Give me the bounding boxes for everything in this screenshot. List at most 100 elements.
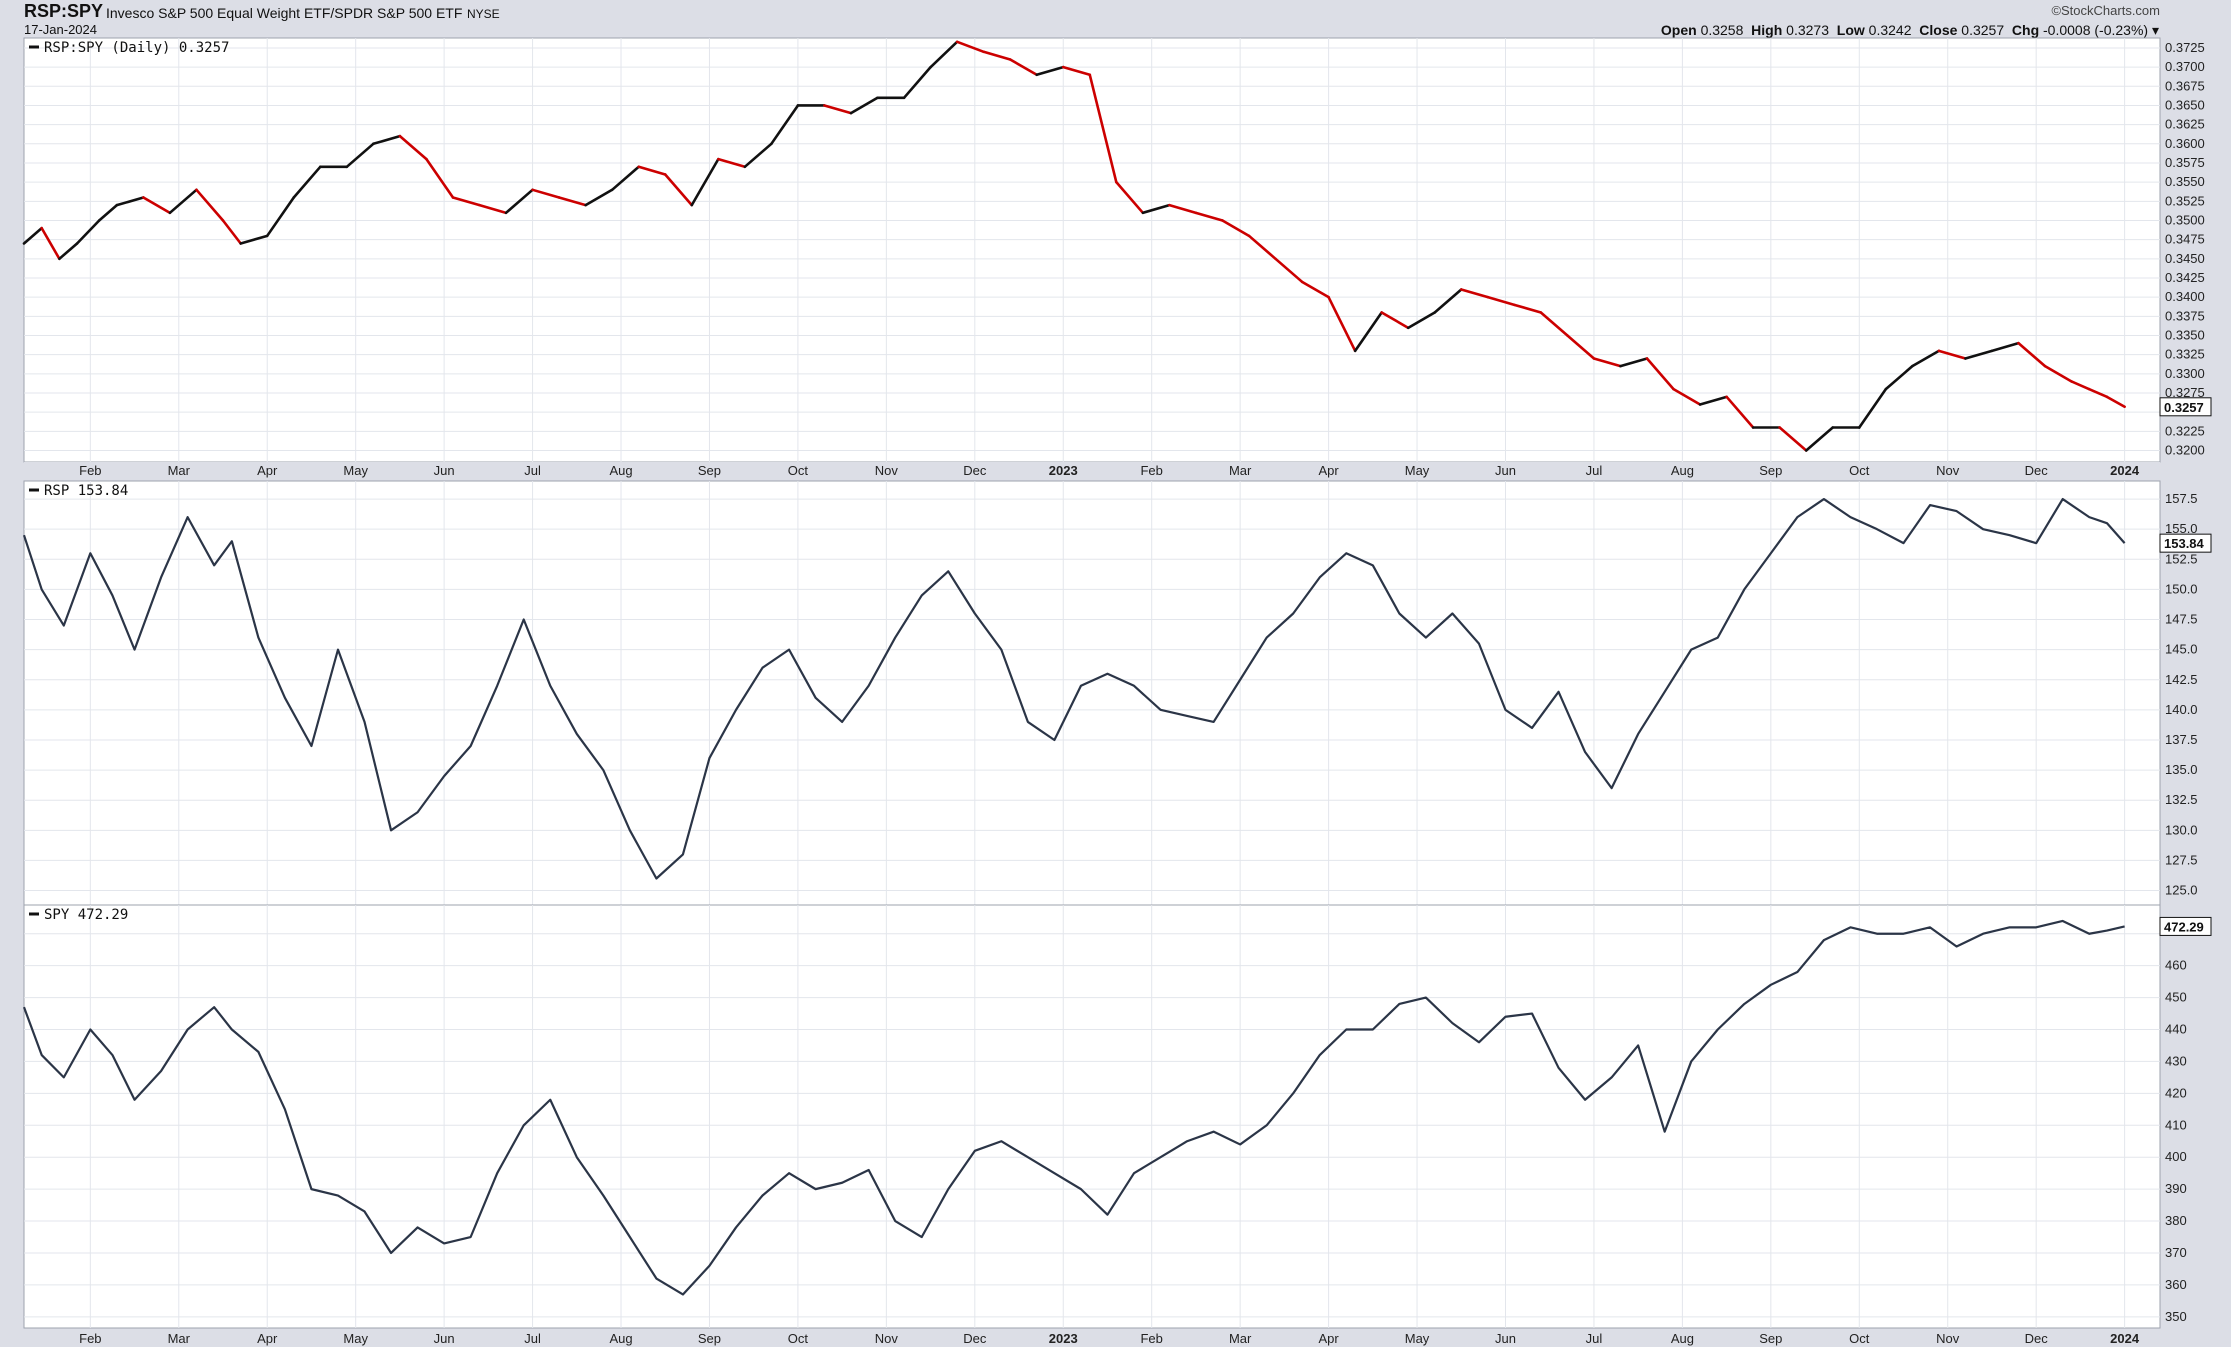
x-tick-label: Sep (698, 463, 721, 478)
x-tick-label: Jun (434, 1331, 455, 1346)
ratio-segment (1061, 65, 1092, 77)
x-tick-label: May (1405, 1331, 1430, 1346)
ratio-segment (1433, 288, 1463, 314)
quote-date: 17-Jan-2024 (24, 22, 97, 37)
panel-1 (23, 37, 2161, 463)
ratio-segment (637, 165, 667, 176)
x-tick-label: Sep (1759, 1331, 1782, 1346)
x-tick-label: Jun (1495, 1331, 1516, 1346)
y-tick-label: 0.3225 (2165, 423, 2205, 438)
x-tick-label: May (1405, 463, 1430, 478)
y-tick-label: 0.3650 (2165, 97, 2205, 112)
y-tick-label: 135.0 (2165, 762, 2198, 777)
x-tick-label: Mar (168, 463, 191, 478)
x-tick-label: May (343, 463, 368, 478)
exchange: NYSE (467, 7, 500, 21)
ratio-segment (1645, 357, 1675, 391)
y-tick-label: 127.5 (2165, 852, 2198, 867)
x-tick-label: Dec (963, 463, 987, 478)
x-tick-label: Apr (257, 1331, 278, 1346)
ratio-segment (1672, 387, 1702, 406)
ratio-segment (1619, 357, 1649, 368)
x-tick-label: Jul (1586, 1331, 1603, 1346)
x-tick-label: Nov (1936, 1331, 1960, 1346)
x-tick-label: Mar (168, 1331, 191, 1346)
ratio-segment (1698, 395, 1728, 406)
x-tick-label: 2023 (1049, 1331, 1078, 1346)
ratio-segment (1274, 257, 1304, 284)
ratio-segment (1725, 395, 1755, 429)
ratio-segment (478, 203, 508, 215)
ratio-segment (1884, 364, 1914, 391)
ratio-segment (1592, 357, 1622, 368)
y-tick-label: 380 (2165, 1213, 2187, 1228)
y-tick-label: 0.3500 (2165, 212, 2205, 227)
y-tick-label: 390 (2165, 1181, 2187, 1196)
ratio-segment (1035, 65, 1065, 77)
y-tick-label: 142.5 (2165, 672, 2198, 687)
x-tick-label: Jul (524, 463, 541, 478)
y-tick-label: 0.3550 (2165, 174, 2205, 189)
security-name: Invesco S&P 500 Equal Weight ETF/SPDR S&… (106, 5, 463, 21)
y-tick-label: 420 (2165, 1085, 2187, 1100)
ratio-segment (1115, 180, 1145, 215)
y-tick-label: 0.3600 (2165, 136, 2205, 151)
ratio-segment (2017, 341, 2047, 368)
ratio-segment (1300, 280, 1330, 299)
x-tick-label: Dec (2025, 463, 2049, 478)
x-tick-label: Jun (1495, 463, 1516, 478)
y-tick-label: 0.3525 (2165, 193, 2205, 208)
ratio-segment (1221, 219, 1251, 238)
ratio-segment (1964, 349, 1994, 360)
y-tick-label: 0.3575 (2165, 155, 2205, 170)
y-tick-label: 0.3725 (2165, 40, 2205, 55)
ratio-segment (1141, 203, 1171, 215)
x-tick-label: Apr (257, 463, 278, 478)
x-tick-label: 2024 (2110, 1331, 2140, 1346)
high-value: 0.3273 (1786, 22, 1829, 38)
y-tick-label: 0.3700 (2165, 59, 2205, 74)
x-tick-label: Sep (1759, 463, 1782, 478)
chevron-down-icon[interactable]: ▾ (2151, 22, 2159, 38)
ratio-segment (115, 196, 145, 207)
y-tick-label: 0.3400 (2165, 289, 2205, 304)
ratio-segment (1008, 58, 1039, 77)
ratio-segment (929, 40, 959, 69)
ratio-segment (451, 196, 481, 207)
x-tick-label: Mar (1229, 463, 1252, 478)
ratio-segment (743, 142, 773, 169)
ratio-segment (1539, 311, 1569, 337)
y-tick-label: 132.5 (2165, 792, 2198, 807)
x-tick-label: Aug (1671, 1331, 1694, 1346)
ratio-segment (982, 50, 1012, 61)
x-tick-label: Oct (788, 463, 809, 478)
ratio-segment (1168, 203, 1198, 215)
x-tick-label: Nov (875, 1331, 899, 1346)
y-tick-label: 150.0 (2165, 581, 2198, 596)
x-tick-label: Aug (1671, 463, 1694, 478)
x-tick-label: Jul (524, 1331, 541, 1346)
y-tick-label: 450 (2165, 990, 2187, 1005)
y-tick-label: 0.3450 (2165, 251, 2205, 266)
ratio-segment (1857, 387, 1888, 429)
last-value-label: 153.84 (2164, 536, 2205, 551)
x-axis-band (24, 462, 2160, 478)
close-label: Close (1919, 22, 1958, 38)
rsp-line (22, 497, 2126, 880)
y-tick-label: 370 (2165, 1245, 2187, 1260)
credit-text: ©StockCharts.com (2051, 3, 2160, 18)
y-tick-label: 410 (2165, 1117, 2187, 1132)
x-tick-label: Feb (1140, 1331, 1162, 1346)
ratio-segment (1566, 334, 1596, 360)
y-tick-label: 360 (2165, 1277, 2187, 1292)
y-tick-label: 137.5 (2165, 732, 2198, 747)
ratio-segment (1247, 234, 1277, 261)
chg-label: Chg (2011, 22, 2040, 38)
high-label: High (1751, 22, 1783, 38)
x-tick-label: Feb (1140, 463, 1162, 478)
x-tick-label: Nov (1936, 463, 1960, 478)
low-label: Low (1836, 22, 1865, 38)
last-value-box (2159, 916, 2212, 936)
last-value-box (2159, 533, 2212, 553)
